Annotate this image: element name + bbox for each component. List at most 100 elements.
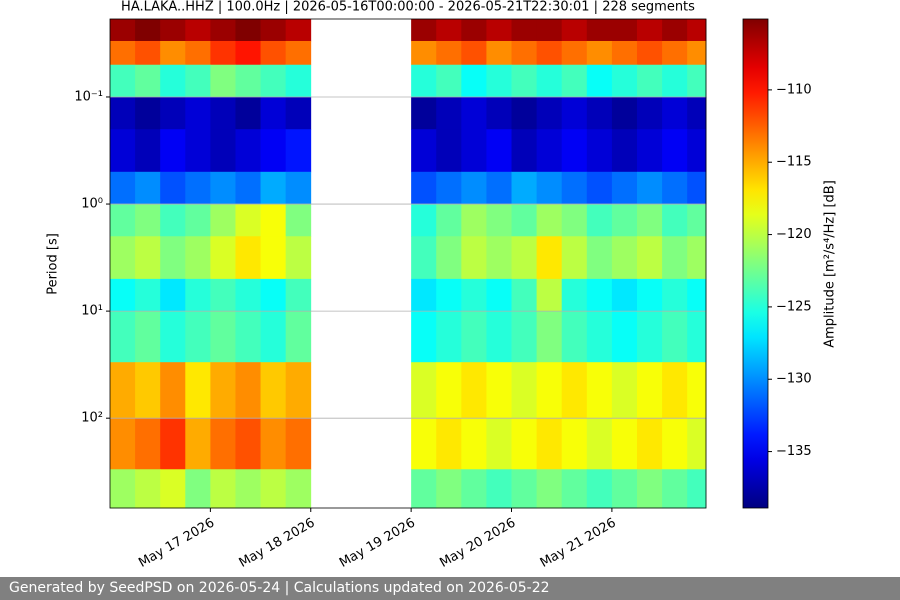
cell: [687, 418, 707, 470]
cell: [135, 469, 161, 509]
cell: [260, 171, 287, 205]
cell: [110, 19, 136, 42]
cell: [511, 362, 538, 419]
colorbar-tick-label: −130: [776, 372, 812, 387]
cell: [561, 418, 588, 470]
cell: [636, 278, 663, 312]
cell: [210, 418, 236, 470]
cell: [235, 40, 261, 66]
cell: [536, 19, 563, 42]
cell: [260, 362, 287, 419]
cell: [235, 64, 261, 98]
colorbar-tick-label: −120: [776, 227, 812, 242]
cell: [210, 362, 236, 419]
cell: [285, 418, 312, 470]
cell: [687, 40, 707, 66]
cell: [611, 362, 638, 419]
cell: [160, 19, 186, 42]
y-tick-label: 10¹: [81, 304, 103, 319]
cell: [411, 418, 437, 470]
cell: [160, 278, 186, 312]
cell: [436, 19, 462, 42]
cell: [235, 469, 261, 509]
cell: [461, 236, 487, 280]
y-tick-label: 10⁰: [81, 197, 103, 212]
cell: [662, 469, 688, 509]
cell: [561, 236, 588, 280]
cell: [285, 19, 312, 42]
cell: [486, 171, 512, 205]
cell: [536, 469, 563, 509]
cell: [285, 171, 312, 205]
cell: [662, 96, 688, 130]
cell: [436, 64, 462, 98]
cell: [185, 171, 211, 205]
cell: [436, 311, 462, 363]
cell: [511, 129, 538, 173]
cell: [210, 129, 236, 173]
cell: [260, 129, 287, 173]
cell: [285, 362, 312, 419]
cell: [436, 129, 462, 173]
cell: [486, 362, 512, 419]
x-tick-label: May 21 2026: [538, 516, 619, 571]
cell: [636, 171, 663, 205]
cell: [511, 278, 538, 312]
cell: [486, 19, 512, 42]
cell: [636, 64, 663, 98]
cell: [235, 19, 261, 42]
cell: [511, 64, 538, 98]
cell: [636, 204, 663, 237]
cell: [411, 19, 437, 42]
cell: [511, 40, 538, 66]
cell: [461, 171, 487, 205]
cell: [636, 311, 663, 363]
cell: [260, 64, 287, 98]
cell: [586, 204, 613, 237]
cell: [285, 64, 312, 98]
cell: [411, 204, 437, 237]
cell: [436, 469, 462, 509]
cell: [586, 171, 613, 205]
cell: [235, 311, 261, 363]
cell: [461, 278, 487, 312]
cell: [611, 129, 638, 173]
cell: [461, 19, 487, 42]
cell: [687, 96, 707, 130]
cell: [486, 418, 512, 470]
cell: [260, 311, 287, 363]
cell: [586, 418, 613, 470]
colorbar-tick-label: −115: [776, 155, 812, 170]
cell: [160, 64, 186, 98]
colorbar-tick-label: −110: [776, 82, 812, 97]
cell: [160, 236, 186, 280]
cell: [561, 96, 588, 130]
cell: [185, 278, 211, 312]
cell: [411, 96, 437, 130]
cell: [561, 19, 588, 42]
cell: [611, 171, 638, 205]
cell: [185, 204, 211, 237]
cell: [461, 64, 487, 98]
cell: [160, 204, 186, 237]
x-tick-label: May 19 2026: [337, 516, 418, 571]
cell: [235, 96, 261, 130]
cell: [561, 171, 588, 205]
colorbar-tick-label: −125: [776, 299, 812, 314]
cell: [561, 129, 588, 173]
cell: [586, 129, 613, 173]
cell: [511, 19, 538, 42]
cell: [411, 40, 437, 66]
cell: [486, 96, 512, 130]
y-tick-label: 10⁻¹: [74, 89, 103, 104]
cell: [411, 311, 437, 363]
cell: [235, 129, 261, 173]
cell: [110, 96, 136, 130]
cell: [461, 469, 487, 509]
cell: [561, 278, 588, 312]
cell: [210, 96, 236, 130]
cell: [135, 204, 161, 237]
cell: [687, 278, 707, 312]
cell: [662, 171, 688, 205]
cell: [662, 311, 688, 363]
